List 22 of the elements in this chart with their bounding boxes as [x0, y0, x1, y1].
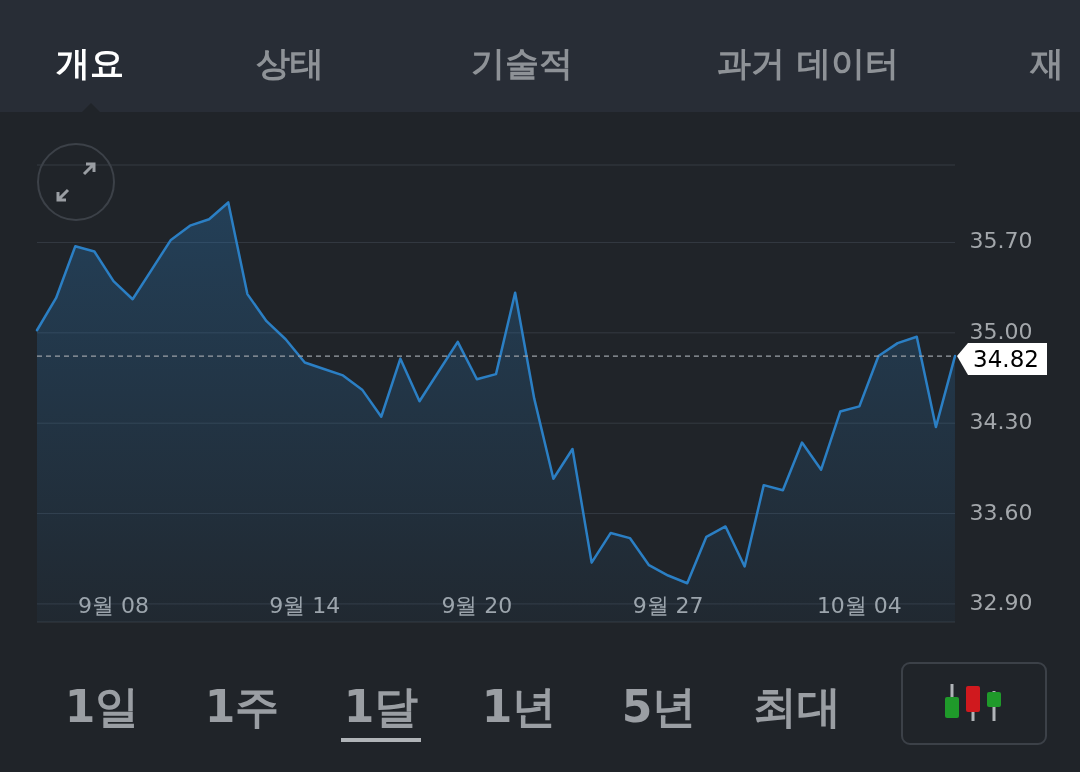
- x-tick-label: 9월 08: [78, 593, 149, 618]
- text: 상태: [256, 43, 324, 83]
- text: 재: [1029, 43, 1064, 83]
- y-tick-label: 34.30: [969, 409, 1033, 435]
- x-tick-label: 9월 14: [269, 593, 341, 618]
- y-tick-label: 32.90: [969, 589, 1033, 615]
- y-tick-label: 33.60: [969, 499, 1033, 525]
- x-tick-label: 9월 20: [441, 593, 513, 618]
- x-tick-label: 10월 04: [816, 593, 902, 618]
- y-tick-label: 35.70: [969, 228, 1033, 254]
- text: 개요: [56, 43, 124, 83]
- text: 과거 데이터: [717, 43, 899, 83]
- text: 1주: [204, 681, 280, 732]
- text: 1달: [343, 681, 419, 732]
- text: 1일: [64, 681, 140, 732]
- x-tick-label: 9월 27: [632, 593, 704, 618]
- ref-line-label: 34.82: [973, 346, 1039, 373]
- y-tick-label: 35.00: [969, 318, 1033, 344]
- text: 최대: [753, 681, 841, 732]
- text: 기술적: [471, 43, 573, 83]
- text: 1년: [481, 681, 557, 732]
- text: 5년: [621, 681, 697, 732]
